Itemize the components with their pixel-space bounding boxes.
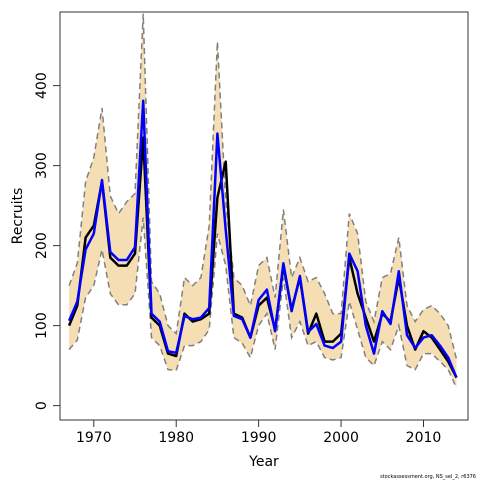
y-axis: 0 100 200 300 400 bbox=[34, 72, 61, 410]
y-axis-title: Recruits bbox=[10, 188, 26, 245]
footer-credit: stockassessment.org, NS_sel_2, r6376 bbox=[380, 474, 476, 480]
x-tick-label: 1980 bbox=[158, 430, 194, 446]
y-tick-label: 400 bbox=[34, 72, 50, 99]
y-tick-label: 0 bbox=[34, 401, 50, 410]
x-tick-label: 2010 bbox=[406, 430, 442, 446]
y-tick-label: 100 bbox=[34, 312, 50, 339]
confidence-band-area bbox=[69, 13, 457, 388]
x-tick-label: 1970 bbox=[76, 430, 112, 446]
x-tick-label: 1990 bbox=[241, 430, 277, 446]
x-tick-label: 2000 bbox=[323, 430, 359, 446]
x-axis: 1970 1980 1990 2000 2010 bbox=[76, 419, 442, 446]
lower-bound-line bbox=[68, 217, 458, 389]
upper-bound-line bbox=[68, 13, 458, 360]
y-tick-label: 300 bbox=[34, 152, 50, 179]
confidence-band bbox=[68, 13, 458, 389]
series-lines bbox=[67, 99, 458, 379]
x-axis-title: Year bbox=[248, 454, 279, 470]
y-tick-label: 200 bbox=[34, 232, 50, 259]
series-line-2 bbox=[67, 99, 458, 379]
